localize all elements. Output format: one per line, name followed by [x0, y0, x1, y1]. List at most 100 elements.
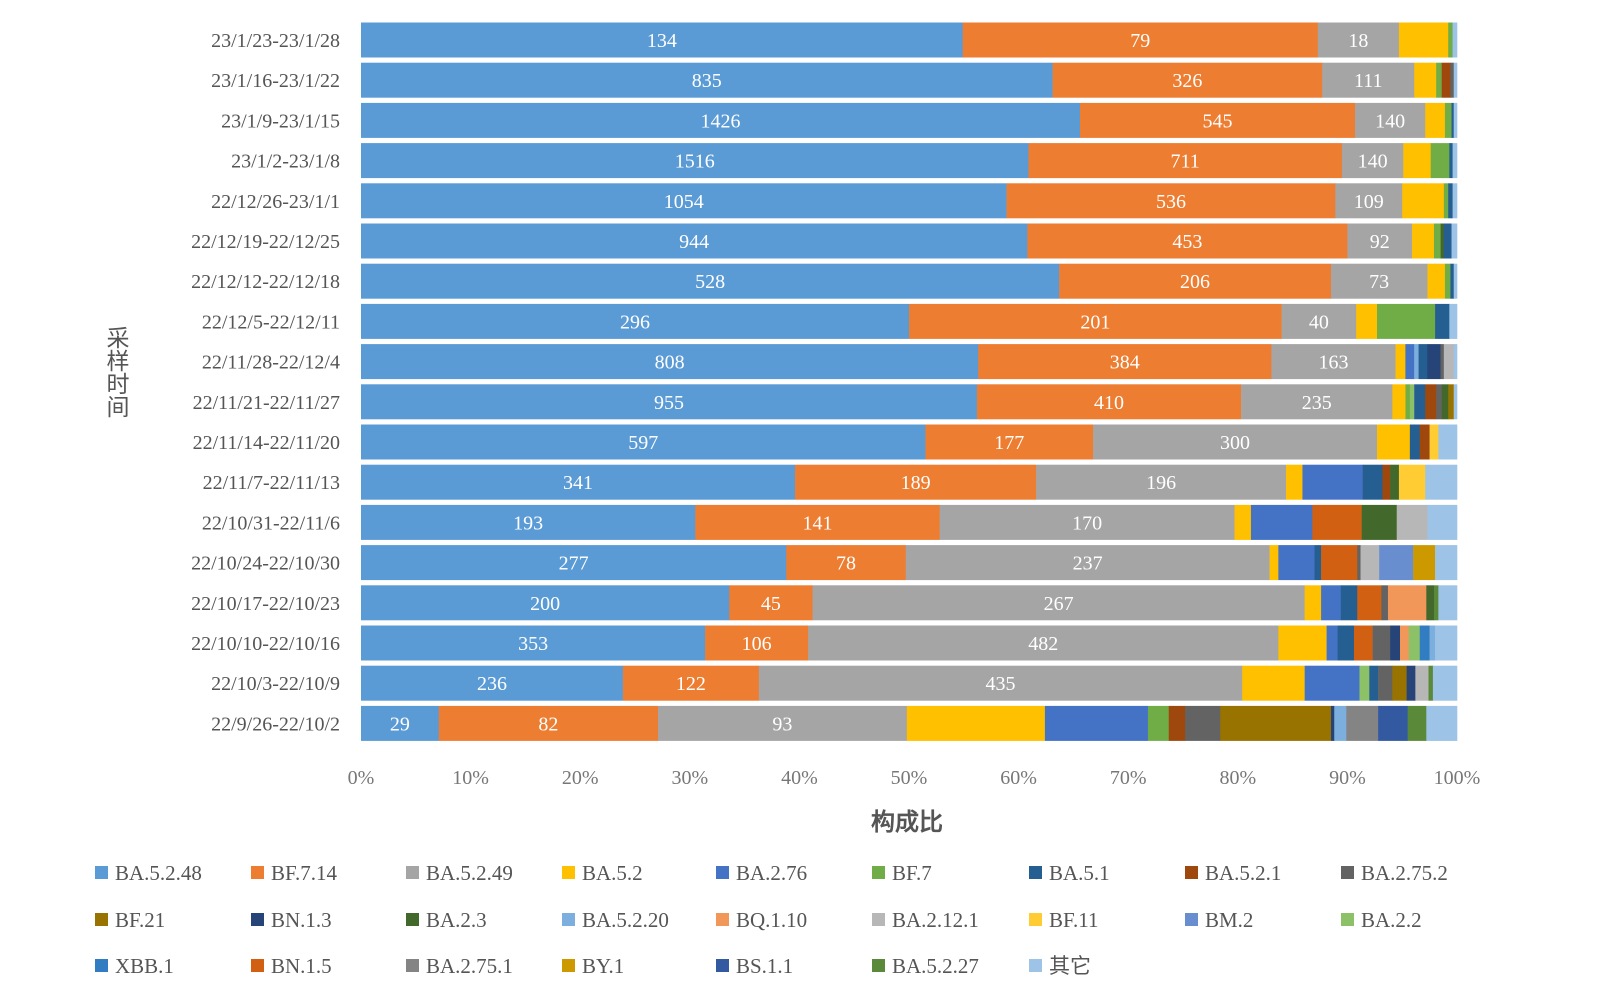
bar-segment [1036, 464, 1287, 500]
legend-label: BF.7 [892, 861, 932, 885]
bar-row: 597 177 300 [361, 424, 1458, 460]
legend-item: BA.2.75.2 [1341, 861, 1448, 885]
segment-count-label: 326 [1172, 70, 1202, 92]
bar-segment [1340, 585, 1358, 621]
legend-item: BN.1.5 [251, 954, 332, 978]
legend-swatch [251, 866, 264, 879]
legend-label: BF.11 [1049, 908, 1098, 932]
bar-segment [1322, 62, 1415, 98]
bar-segment [1330, 263, 1428, 299]
legend-label: XBB.1 [115, 954, 174, 978]
bar-segment [1425, 464, 1458, 500]
legend-label: BA.5.2 [582, 861, 643, 885]
category-labels: 23/1/23-23/1/28 23/1/16-23/1/22 23/1/9-23/… [191, 30, 340, 735]
x-tick-label: 0% [348, 767, 375, 789]
bar-segment [361, 223, 1028, 259]
bar-segment [1409, 384, 1415, 420]
legend-label: BA.5.2.20 [582, 908, 669, 932]
segment-count-label: 78 [836, 553, 856, 575]
x-tick-label: 50% [891, 767, 928, 789]
segment-count-label: 45 [761, 593, 781, 615]
bar-segment [1406, 665, 1416, 701]
bar-segment [978, 344, 1272, 380]
bar-segment [1242, 665, 1305, 701]
bar-row: 134 79 18 [361, 22, 1458, 58]
segment-count-label: 482 [1028, 633, 1058, 655]
bar-segment [1360, 545, 1380, 581]
segment-count-label: 200 [530, 593, 560, 615]
bar-segment [658, 705, 908, 741]
bar-segment [361, 344, 979, 380]
bar-segment [361, 585, 730, 621]
segment-count-label: 40 [1309, 311, 1329, 333]
legend-item: BF.7 [872, 861, 932, 885]
x-tick-labels: 0% 10% 20% 30% 40% 50% 60% 70% 80% 90% 100% [348, 767, 1481, 789]
legend-label: 其它 [1049, 954, 1091, 978]
bar-segment [1435, 625, 1458, 661]
legend-item: BA.5.1 [1029, 861, 1110, 885]
category-label: 22/12/26-23/1/1 [211, 191, 340, 213]
bar-segment [1271, 344, 1396, 380]
bar-segment [1006, 183, 1336, 219]
bar-segment [1407, 705, 1427, 741]
bar-row: 29 82 93 [361, 705, 1458, 741]
bar-segment [1419, 424, 1430, 460]
bar-segment [361, 504, 696, 540]
bar-row: 835 326 111 [361, 62, 1458, 98]
legend-item: BA.5.2.20 [562, 908, 669, 932]
bar-segment [1382, 464, 1391, 500]
bars-group: 134 79 18 835 326 111 1426 545 140 1516 711 140 1054… [361, 22, 1458, 741]
bar-segment [361, 424, 926, 460]
legend-swatch [562, 959, 575, 972]
bar-segment [1453, 102, 1458, 138]
bar-segment [1286, 464, 1303, 500]
category-label: 23/1/16-23/1/22 [211, 70, 340, 92]
category-label: 23/1/2-23/1/8 [231, 151, 340, 173]
bar-segment [1359, 665, 1370, 701]
bar-segment [1436, 384, 1442, 420]
bar-segment [1059, 263, 1332, 299]
bar-segment [1381, 585, 1389, 621]
bar-segment [1428, 665, 1434, 701]
segment-count-label: 141 [802, 512, 832, 534]
legend-item: BA.5.2.48 [95, 861, 202, 885]
bar-segment [1433, 223, 1441, 259]
segment-count-label: 711 [1171, 151, 1200, 173]
bar-segment [1405, 344, 1415, 380]
legend-label: BF.21 [115, 908, 165, 932]
bar-segment [1362, 464, 1383, 500]
bar-segment [361, 102, 1081, 138]
bar-segment [909, 303, 1282, 339]
segment-count-label: 206 [1180, 271, 1210, 293]
bar-segment [939, 504, 1235, 540]
bar-segment [1414, 62, 1437, 98]
category-label: 22/9/26-22/10/2 [211, 713, 340, 735]
legend-swatch [251, 913, 264, 926]
category-label: 22/12/5-22/12/11 [202, 311, 340, 333]
legend-item: BN.1.3 [251, 908, 332, 932]
segment-count-label: 93 [772, 713, 792, 735]
bar-segment [1453, 263, 1458, 299]
bar-segment [925, 424, 1094, 460]
bar-segment [758, 665, 1243, 701]
legend-swatch [1029, 866, 1042, 879]
legend-label: BA.2.76 [736, 861, 807, 885]
bar-segment [1418, 344, 1428, 380]
bar-segment [1408, 625, 1421, 661]
bar-row: 808 384 163 [361, 344, 1458, 380]
bar-segment [1250, 504, 1313, 540]
legend-label: BA.5.2.1 [1205, 861, 1281, 885]
bar-segment [795, 464, 1037, 500]
category-label: 22/12/19-22/12/25 [191, 231, 340, 253]
bar-segment [1357, 585, 1382, 621]
legend-swatch [95, 866, 108, 879]
bar-segment [1425, 102, 1446, 138]
bar-segment [1444, 263, 1451, 299]
legend-swatch [95, 913, 108, 926]
legend-item: XBB.1 [95, 954, 174, 978]
bar-segment [1234, 504, 1252, 540]
bar-segment [1438, 585, 1458, 621]
bar-segment [1414, 384, 1426, 420]
bar-segment [622, 665, 760, 701]
